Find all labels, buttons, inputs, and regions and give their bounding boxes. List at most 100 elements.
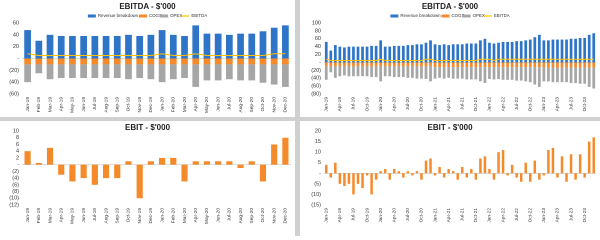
bar — [91, 164, 98, 185]
bar — [451, 67, 455, 79]
x-tick-label: Mar-19 — [47, 97, 53, 113]
x-tick-label: Jan-21 — [432, 97, 438, 112]
y-tick-label: 40 — [13, 32, 19, 38]
bar — [442, 67, 446, 79]
bar — [583, 67, 587, 84]
bar — [433, 62, 437, 68]
x-tick-label: Oct-20 — [260, 97, 266, 112]
x-tick-label: Jul-22 — [514, 208, 520, 221]
x-tick-label: May-20 — [204, 97, 210, 113]
y-tick-label: (12) — [9, 202, 19, 208]
bar — [510, 41, 514, 63]
bar — [343, 47, 346, 63]
bar — [411, 62, 414, 67]
bar — [420, 44, 423, 63]
x-tick-label: Apr-20 — [392, 208, 398, 223]
bar — [397, 62, 401, 67]
bar — [474, 173, 478, 180]
bar — [438, 67, 441, 78]
bar — [282, 137, 289, 165]
bar — [374, 66, 378, 78]
bar — [46, 34, 54, 59]
bar — [560, 39, 564, 63]
bar — [542, 173, 546, 176]
bar — [125, 64, 132, 80]
bar — [519, 62, 523, 68]
bar — [181, 36, 188, 59]
panel — [0, 121, 295, 236]
x-tick-label: Feb-19 — [36, 97, 42, 113]
y-tick-label: (60) — [311, 84, 321, 90]
bar — [506, 41, 509, 63]
bar — [225, 58, 233, 65]
bar — [192, 25, 200, 59]
bar — [460, 62, 464, 68]
x-tick-label: Oct-19 — [126, 97, 132, 112]
bar — [565, 173, 568, 182]
bar — [388, 46, 392, 63]
bar — [192, 58, 200, 65]
bar — [347, 62, 351, 67]
bar — [270, 64, 278, 85]
bar — [479, 62, 482, 68]
bar — [192, 161, 199, 165]
y-tick-label: 20 — [315, 128, 321, 134]
bar — [46, 64, 54, 80]
x-tick-label: Jan-20 — [378, 97, 384, 112]
y-tick-label: 6 — [16, 142, 19, 148]
bar — [587, 34, 591, 63]
bar — [397, 45, 401, 63]
bar — [352, 173, 355, 195]
line — [326, 58, 594, 61]
bar — [447, 62, 451, 68]
x-tick-label: Feb-19 — [36, 208, 42, 224]
bar — [237, 64, 244, 81]
bar — [136, 36, 144, 59]
x-tick-label: Jul-20 — [405, 97, 411, 110]
x-tick-label: Oct-19 — [126, 208, 132, 223]
bar — [474, 43, 478, 63]
x-tick-label: Oct-20 — [419, 97, 425, 112]
bar — [383, 46, 387, 63]
bar — [592, 33, 596, 63]
y-tick-label: (2) — [12, 169, 19, 175]
x-tick-label: Jul-21 — [460, 97, 466, 110]
bar — [270, 27, 278, 59]
x-tick-label: Oct-23 — [582, 97, 588, 112]
bar — [497, 67, 500, 80]
bar — [113, 36, 121, 59]
x-tick-label: Oct-20 — [419, 208, 425, 223]
y-tick-label: 15 — [315, 139, 321, 145]
y-tick-label: (20) — [9, 68, 19, 74]
x-tick-label: Nov-19 — [137, 208, 143, 224]
bar — [91, 36, 99, 59]
x-tick-label: Feb-20 — [171, 97, 177, 113]
bar — [338, 46, 342, 63]
bar — [578, 154, 582, 174]
bar — [225, 34, 233, 59]
bar — [248, 33, 256, 59]
x-tick-label: Jun-20 — [215, 208, 221, 223]
bar — [158, 58, 166, 65]
bar — [333, 62, 337, 67]
bar — [125, 58, 132, 65]
y-tick-label: (15) — [311, 202, 321, 208]
bar — [542, 40, 546, 63]
chart-title: EBIT - $'000 — [427, 123, 473, 132]
bar — [592, 137, 595, 174]
x-tick-label: Jan-19 — [25, 97, 31, 112]
bar — [415, 66, 419, 79]
bar — [259, 31, 267, 59]
x-tick-label: Nov-20 — [271, 208, 277, 224]
bar — [169, 64, 177, 80]
bar — [438, 45, 441, 63]
legend-label: OPEX — [170, 13, 182, 18]
x-tick-label: Jul-20 — [227, 97, 233, 110]
bar — [578, 67, 582, 84]
bar — [442, 173, 446, 178]
bar — [479, 40, 482, 63]
y-tick-label: 4 — [16, 149, 19, 155]
bar — [170, 157, 177, 165]
bar — [203, 161, 211, 165]
bar — [506, 67, 509, 80]
